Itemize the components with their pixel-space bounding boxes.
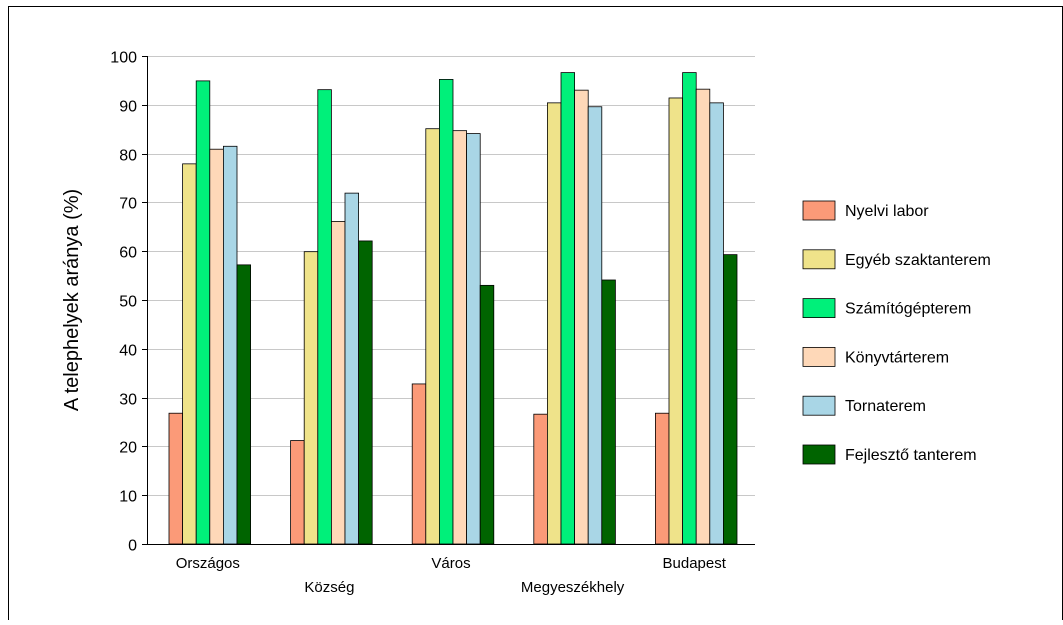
axes: 0 10 20 30 40 50 60 70 80 90 100 Országos Község Váro…	[110, 50, 755, 596]
bar	[182, 163, 197, 545]
legend-label: Fejlesztő tanterem	[845, 447, 977, 464]
bars	[168, 72, 738, 545]
bar	[425, 128, 440, 545]
bar	[222, 145, 238, 545]
x-tick-label: Község	[304, 579, 354, 596]
y-tick-label: 10	[119, 489, 137, 506]
bar	[547, 102, 562, 545]
legend-label: Számítógépterem	[845, 301, 971, 318]
bar	[587, 106, 603, 545]
bar	[317, 89, 332, 545]
bar	[574, 89, 589, 545]
bar	[479, 284, 495, 545]
bar	[344, 192, 360, 545]
bar	[560, 72, 576, 545]
bar	[358, 240, 373, 545]
bar	[682, 72, 697, 545]
legend-swatch	[802, 298, 836, 319]
y-tick-label: 20	[119, 440, 137, 457]
bar	[290, 440, 305, 545]
bar	[695, 88, 711, 545]
page-caption	[4, 0, 1054, 7]
y-tick-label: 80	[119, 148, 137, 165]
y-tick-label: 90	[119, 99, 137, 116]
bar	[438, 79, 454, 545]
x-tick-label: Város	[431, 555, 470, 572]
bar	[655, 412, 670, 545]
x-tick-label: Megyeszékhely	[521, 579, 625, 596]
bar	[303, 251, 319, 545]
legend-swatch	[802, 346, 836, 367]
bar	[601, 279, 616, 545]
x-tick-label: Országos	[176, 555, 240, 572]
y-tick-label: 50	[119, 294, 137, 311]
legend-swatch	[802, 249, 836, 270]
legend-swatch	[802, 200, 836, 221]
y-tick-label: 70	[119, 196, 137, 213]
bar	[209, 148, 224, 545]
y-tick-label: 100	[110, 50, 137, 67]
bar	[330, 221, 346, 545]
bar	[709, 102, 724, 545]
x-tick-label: Budapest	[663, 555, 727, 572]
legend-swatch	[802, 444, 836, 465]
bar	[168, 412, 184, 545]
bar	[723, 254, 738, 545]
bar	[236, 264, 252, 545]
legend-label: Tornaterem	[845, 398, 926, 415]
bar	[452, 130, 468, 545]
y-tick-label: 0	[128, 538, 137, 555]
legend-label: Egyéb szaktanterem	[845, 252, 991, 269]
legend-swatch	[802, 395, 836, 416]
bar	[533, 413, 548, 545]
legend-label: Könyvtárterem	[845, 349, 949, 366]
legend-label: Nyelvi labor	[845, 203, 929, 220]
bar	[466, 133, 481, 545]
y-axis-title: A telephelyek aránya (%)	[61, 189, 83, 411]
y-tick-label: 30	[119, 392, 137, 409]
bar	[411, 383, 427, 545]
y-tick-label: 60	[119, 245, 137, 262]
bar	[668, 97, 684, 545]
legend: Nyelvi labor Egyéb szaktanterem Számítógép…	[802, 200, 991, 465]
y-tick-label: 40	[119, 343, 137, 360]
bar	[195, 80, 211, 545]
